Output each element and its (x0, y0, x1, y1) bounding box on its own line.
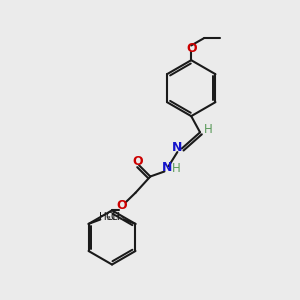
Text: O: O (186, 42, 196, 55)
Text: N: N (162, 160, 172, 174)
Text: N: N (172, 141, 182, 154)
Text: H: H (172, 162, 180, 175)
Text: CH₃: CH₃ (105, 212, 124, 221)
Text: H: H (204, 124, 213, 136)
Text: H₃C: H₃C (99, 212, 119, 221)
Text: O: O (132, 155, 143, 168)
Text: O: O (116, 199, 127, 212)
